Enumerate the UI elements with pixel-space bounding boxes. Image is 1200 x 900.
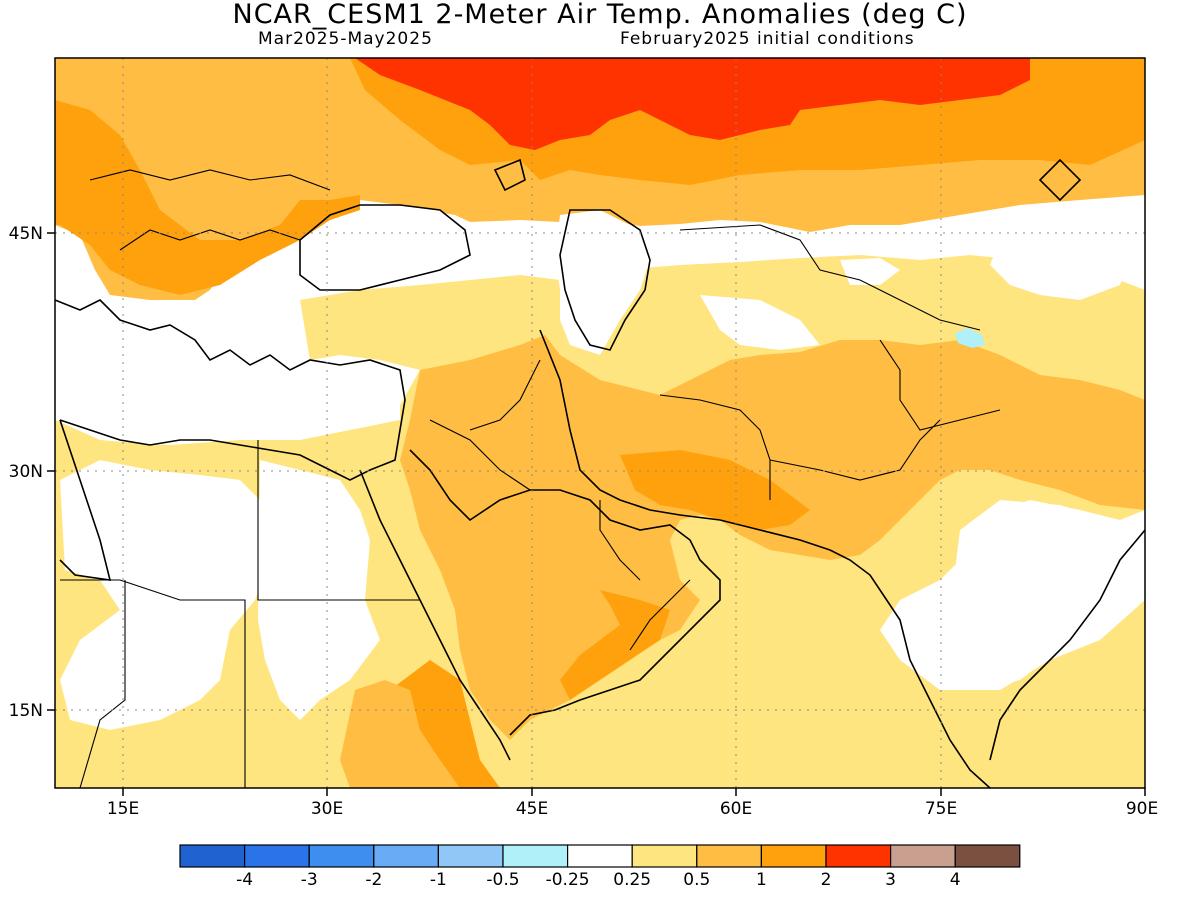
neutral-region-central-asia	[700, 235, 1130, 350]
anomaly-region-cold-patch	[955, 328, 985, 348]
anomaly-region-eastafrica-0.5-1	[340, 680, 460, 788]
lon-tick-label: 75E	[925, 799, 957, 819]
lat-tick-label: 45N	[9, 224, 43, 244]
lon-tick-label: 45E	[516, 799, 548, 819]
lat-lon-grid	[55, 58, 1145, 788]
lat-tick-label: 15N	[9, 701, 43, 721]
chart-title: NCAR_CESM1 2-Meter Air Temp. Anomalies (…	[232, 0, 968, 30]
colorbar-label: 0.25	[613, 870, 651, 890]
neutral-region-mediterranean	[55, 300, 400, 445]
initial-conditions: February2025 initial conditions	[620, 29, 915, 49]
colorbar-swatch	[889, 844, 956, 868]
neutral-region-libya	[258, 460, 380, 720]
colorbar-swatch	[566, 844, 633, 868]
lon-tick-label: 15E	[107, 799, 139, 819]
colorbar-swatch	[825, 844, 892, 868]
colorbar-label: 2	[821, 870, 832, 890]
colorbar-label: -4	[236, 870, 253, 890]
forecast-period: Mar2025-May2025	[258, 29, 433, 49]
lat-tick-label: 30N	[9, 462, 43, 482]
colorbar-swatch	[760, 844, 827, 868]
neutral-region-sahara	[60, 460, 280, 730]
colorbar-label: -0.5	[486, 870, 519, 890]
neutral-region-india	[930, 500, 1135, 690]
anomaly-region-europe-1-2	[55, 58, 1145, 295]
colorbar-label: -1	[430, 870, 447, 890]
lon-tick-label: 60E	[720, 799, 752, 819]
coastlines	[55, 158, 1145, 788]
colorbar-swatch	[244, 844, 310, 868]
lon-tick-label: 30E	[311, 799, 343, 819]
colorbar-swatch	[954, 844, 1021, 868]
colorbar-swatch	[437, 844, 504, 868]
anomaly-region-arabia-0.5-1	[400, 335, 1145, 740]
map-frame	[54, 57, 1146, 789]
colorbar-swatch	[373, 844, 439, 868]
anomaly-region-russia-2-3	[355, 58, 1030, 150]
colorbar-label: 1	[756, 870, 767, 890]
axis-ticks	[47, 232, 1146, 796]
colorbar-label: -0.25	[546, 870, 590, 890]
anomaly-field	[55, 58, 1145, 788]
colorbar-label: -3	[301, 870, 318, 890]
colorbar-label: 0.5	[683, 870, 710, 890]
colorbar-swatch	[631, 844, 698, 868]
colorbar-swatch	[308, 844, 375, 868]
neutral-region-caspian	[555, 210, 650, 355]
lon-tick-label: 90E	[1126, 799, 1158, 819]
colorbar: -4 -3 -2 -1 -0.5 -0.25 0.25 0.5 1 2 3 4	[179, 844, 1021, 890]
colorbar-label: 4	[950, 870, 961, 890]
neutral-region-black-sea	[300, 205, 470, 290]
colorbar-swatch	[696, 844, 762, 868]
colorbar-swatch	[502, 844, 569, 868]
colorbar-label: 3	[885, 870, 896, 890]
colorbar-label: -2	[365, 870, 382, 890]
colorbar-swatch	[179, 844, 246, 868]
